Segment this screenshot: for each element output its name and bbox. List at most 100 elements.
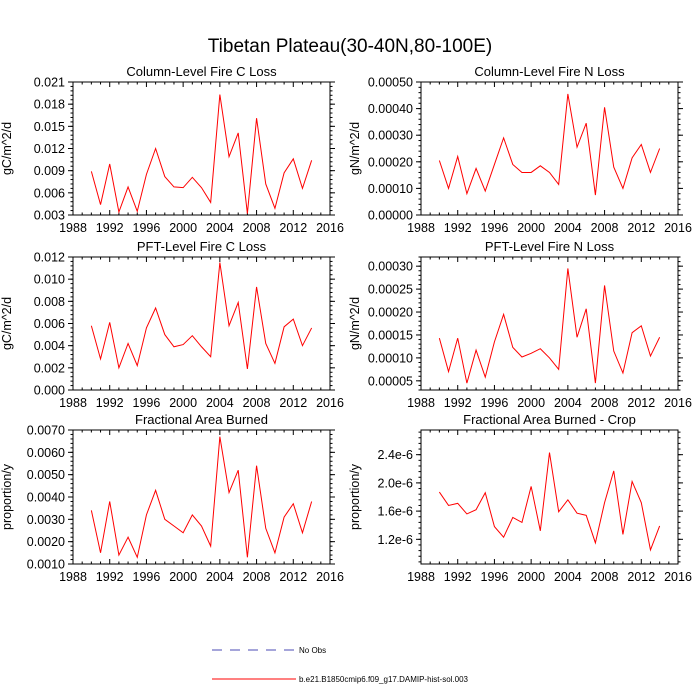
legend: No Obs b.e21.B1850cmip6.f09_g17.DAMIP-hi… [212, 646, 469, 684]
y-tick-label: 0.0070 [27, 424, 65, 438]
series-line [438, 268, 661, 384]
x-tick-label: 2000 [169, 570, 197, 584]
x-tick-label: 1996 [481, 570, 509, 584]
x-tick-label: 2004 [554, 396, 582, 410]
panel-title: PFT-Level Fire N Loss [485, 239, 615, 254]
x-tick-label: 2000 [517, 570, 545, 584]
x-tick-label: 1996 [133, 396, 161, 410]
y-tick-label: 0.000 [34, 384, 65, 398]
y-tick-label: 0.018 [34, 98, 65, 112]
x-tick-label: 2016 [316, 221, 344, 235]
y-tick-label: 0.021 [34, 76, 65, 90]
x-tick-label: 2016 [316, 570, 344, 584]
x-tick-label: 2008 [243, 396, 271, 410]
x-tick-label: 2012 [279, 221, 307, 235]
x-tick-label: 1992 [444, 570, 472, 584]
x-tick-label: 2012 [627, 570, 655, 584]
x-tick-label: 1992 [444, 221, 472, 235]
series-line [90, 262, 313, 370]
y-axis-label: gN/m^2/d [348, 297, 362, 350]
panel-5: Fractional Area Burned 1988 1992 1996 2000 20… [0, 412, 344, 584]
x-tick-label: 1996 [133, 221, 161, 235]
legend-obs-label: No Obs [299, 646, 326, 655]
y-tick-label: 0.002 [34, 361, 65, 375]
x-tick-label: 2012 [627, 396, 655, 410]
x-tick-label: 2004 [554, 570, 582, 584]
y-tick-label: 1.2e-6 [378, 533, 413, 547]
x-tick-label: 1988 [59, 570, 87, 584]
x-tick-label: 1992 [96, 221, 124, 235]
x-tick-label: 2016 [664, 221, 692, 235]
y-tick-label: 0.0050 [27, 468, 65, 482]
series-line [90, 436, 313, 559]
x-tick-label: 1996 [481, 396, 509, 410]
y-tick-label: 0.003 [34, 209, 65, 223]
x-tick-label: 1988 [407, 396, 435, 410]
panel-title: Column-Level Fire N Loss [474, 64, 625, 79]
y-tick-label: 0.00030 [368, 260, 413, 274]
x-tick-label: 2004 [206, 221, 234, 235]
y-tick-label: 0.008 [34, 295, 65, 309]
y-tick-label: 0.00020 [368, 155, 413, 169]
panels: Column-Level Fire C Loss 1988 1992 1996 2000… [0, 64, 692, 584]
y-tick-label: 0.004 [34, 339, 65, 353]
y-tick-label: 0.00010 [368, 182, 413, 196]
x-tick-label: 1992 [444, 396, 472, 410]
y-tick-label: 2.4e-6 [378, 448, 413, 462]
y-tick-label: 2.0e-6 [378, 476, 413, 490]
x-tick-label: 2016 [664, 570, 692, 584]
y-axis-label: gC/m^2/d [0, 297, 14, 350]
y-tick-label: 0.00030 [368, 129, 413, 143]
x-tick-label: 2000 [517, 396, 545, 410]
series-line [438, 93, 661, 196]
panel-title: Fractional Area Burned [135, 412, 268, 427]
y-tick-label: 0.0010 [27, 558, 65, 572]
y-tick-label: 0.0020 [27, 535, 65, 549]
panel-3: PFT-Level Fire C Loss 1988 1992 1996 2000 200… [0, 239, 344, 410]
x-tick-label: 1996 [481, 221, 509, 235]
x-tick-label: 2000 [169, 396, 197, 410]
y-tick-label: 1.6e-6 [378, 505, 413, 519]
x-tick-label: 2000 [169, 221, 197, 235]
x-tick-label: 1992 [96, 396, 124, 410]
series-line [438, 452, 661, 552]
y-tick-label: 0.006 [34, 317, 65, 331]
panel-4: PFT-Level Fire N Loss 1988 1992 1996 2000 200… [348, 239, 692, 410]
panel-2: Column-Level Fire N Loss 1988 1992 1996 2000… [348, 64, 692, 235]
y-axis-label: proportion/y [0, 463, 14, 530]
x-tick-label: 1988 [59, 396, 87, 410]
x-tick-label: 2008 [243, 221, 271, 235]
x-tick-label: 2016 [664, 396, 692, 410]
y-tick-label: 0.0060 [27, 446, 65, 460]
y-tick-label: 0.00010 [368, 351, 413, 365]
x-tick-label: 2004 [554, 221, 582, 235]
y-tick-label: 0.006 [34, 186, 65, 200]
y-tick-label: 0.00015 [368, 328, 413, 342]
y-tick-label: 0.012 [34, 251, 65, 265]
panel-title: Column-Level Fire C Loss [126, 64, 277, 79]
y-tick-label: 0.00000 [368, 209, 413, 223]
x-tick-label: 2012 [279, 396, 307, 410]
y-tick-label: 0.00040 [368, 102, 413, 116]
y-tick-label: 0.00050 [368, 76, 413, 90]
x-tick-label: 2004 [206, 570, 234, 584]
y-tick-label: 0.010 [34, 273, 65, 287]
x-tick-label: 2000 [517, 221, 545, 235]
legend-model-label: b.e21.B1850cmip6.f09_g17.DAMIP-hist-sol.… [299, 675, 469, 684]
x-tick-label: 2008 [591, 221, 619, 235]
x-tick-label: 2004 [206, 396, 234, 410]
x-tick-label: 2012 [279, 570, 307, 584]
x-tick-label: 1996 [133, 570, 161, 584]
y-tick-label: 0.015 [34, 120, 65, 134]
x-tick-label: 2008 [591, 396, 619, 410]
x-tick-label: 1988 [407, 570, 435, 584]
y-tick-label: 0.012 [34, 142, 65, 156]
y-tick-label: 0.0030 [27, 513, 65, 527]
y-tick-label: 0.00025 [368, 283, 413, 297]
x-tick-label: 2008 [243, 570, 271, 584]
y-axis-label: proportion/y [348, 463, 362, 530]
panel-1: Column-Level Fire C Loss 1988 1992 1996 2000… [0, 64, 344, 235]
y-tick-label: 0.00005 [368, 374, 413, 388]
